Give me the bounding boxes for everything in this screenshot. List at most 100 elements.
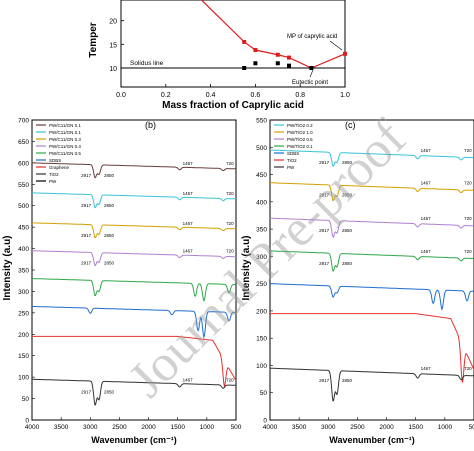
panel-c-peak-label: 2917 bbox=[319, 261, 330, 266]
panel-c-peak-label: 1467 bbox=[421, 148, 432, 153]
panel-a-liquidus-point bbox=[343, 51, 347, 56]
panel-a-liquidus-point bbox=[275, 52, 280, 57]
panel-a-eutectic-label: Eutectic point bbox=[292, 80, 328, 86]
panel-a-x-tick-label: 1.0 bbox=[340, 92, 350, 99]
panel-c-y-tick-label: 0 bbox=[263, 418, 267, 425]
panel-c-peak-label: 1467 bbox=[421, 216, 432, 221]
panel-c-y-tick-label: 200 bbox=[256, 308, 267, 315]
panel-b-x-tick-label: 500 bbox=[231, 424, 242, 431]
panel-a-y-tick-label: 20 bbox=[109, 19, 117, 26]
panel-b-x-ticks: 4000 3500 3000 2500 2000 1500 1000 500 bbox=[25, 417, 242, 431]
panel-a-mp-arrow bbox=[329, 40, 343, 51]
panel-b-y-ticks: 0 50 100 150 200 250 300 350 400 450 500 550 600 650 7… bbox=[18, 118, 35, 425]
panel-c-spectrum-line bbox=[270, 217, 474, 238]
panel-b-x-tick-label: 1000 bbox=[200, 424, 215, 431]
panel-b-y-tick-label: 650 bbox=[18, 139, 29, 146]
panel-b-ftir: Intensity (a.u) Wavenumber (cm⁻¹) 0 50 100… bbox=[2, 118, 242, 446]
panel-c-legend-label: SDBS bbox=[287, 151, 299, 156]
panel-c-legend-label: PW/TiO2 0.1 bbox=[287, 144, 313, 149]
panel-c-legend: PW/TiO2 0.2 PW/TiO2 1.0 PW/TiO2 0.5 PW/TiO2… bbox=[274, 123, 313, 170]
panel-c-peak-label: 720 bbox=[464, 366, 472, 371]
panel-c-x-tick-label: 2500 bbox=[350, 424, 365, 431]
panel-c-peak-label: 2850 bbox=[342, 261, 353, 266]
panel-b-legend: PW/C11/GN 0.1 PW/C11/GN 0.1 PW/C11/GN 0.3 P… bbox=[36, 123, 81, 184]
panel-a-x-tick-label: 0.8 bbox=[295, 92, 305, 99]
panel-a-liquidus-point bbox=[287, 55, 291, 60]
panel-c-y-tick-label: 350 bbox=[256, 227, 267, 234]
panel-b-y-tick-label: 550 bbox=[18, 182, 29, 189]
panel-c-legend-label: PW/TiO2 1.0 bbox=[287, 130, 313, 135]
panel-b-caption: (b) bbox=[145, 120, 156, 130]
panel-b-peak-label: 2850 bbox=[104, 173, 115, 178]
panel-c-y-tick-label: 250 bbox=[256, 281, 267, 288]
panel-c-peak-label: 1467 bbox=[421, 181, 432, 186]
panel-a-phase-diagram: Temper 10 15 20 0.0 0.2 0.4 0.6 0.8 1.0 Mass fr… bbox=[88, 0, 350, 111]
panel-c-spectrum-line bbox=[270, 250, 474, 272]
panel-c-y-tick-label: 100 bbox=[256, 363, 267, 370]
panel-c-spectrum-line bbox=[270, 367, 474, 402]
panel-c-peak-label: 2917 bbox=[319, 378, 330, 383]
panel-a-solidus-point bbox=[287, 63, 291, 68]
panel-b-series: 2917 2850 1467 720 2917 2850 1467 720 2917 2850 14… bbox=[32, 161, 237, 406]
panel-b-y-tick-label: 500 bbox=[18, 203, 29, 210]
panel-c-peak-label: 2850 bbox=[342, 228, 353, 233]
panel-c-peak-label: 2917 bbox=[319, 228, 330, 233]
panel-b-y-tick-label: 250 bbox=[18, 310, 29, 317]
panel-b-peak-label: 720 bbox=[226, 161, 234, 166]
panel-b-peak-label: 2917 bbox=[81, 389, 92, 394]
panel-b-x-tick-label: 3000 bbox=[83, 424, 98, 431]
panel-a-x-tick-label: 0.6 bbox=[251, 92, 261, 99]
panel-a-x-axis-title: Mass fraction of Caprylic acid bbox=[162, 100, 304, 111]
panel-b-y-tick-label: 450 bbox=[18, 225, 29, 232]
panel-c-series: 2917 2850 1467 720 2917 2850 1467 720 2917 2850 14… bbox=[269, 148, 474, 402]
panel-b-peak-label: 720 bbox=[226, 191, 234, 196]
panel-c-y-tick-label: 450 bbox=[256, 172, 267, 179]
panel-b-spectrum-line bbox=[32, 378, 236, 406]
panel-b-peak-label: 2850 bbox=[104, 233, 115, 238]
panel-c-x-axis-title: Wavenumber (cm⁻¹) bbox=[329, 435, 414, 445]
panel-b-legend-label: PW/C11/GN 0.1 bbox=[49, 123, 81, 128]
panel-c-legend-label: TiO2 bbox=[287, 158, 297, 163]
panel-b-peak-label: 720 bbox=[226, 377, 234, 382]
panel-c-legend-label: PW bbox=[287, 165, 295, 170]
panel-b-peak-label: 2850 bbox=[104, 203, 115, 208]
panel-a-x-ticks: 0.0 0.2 0.4 0.6 0.8 1.0 bbox=[116, 84, 350, 99]
panel-b-peak-label: 2917 bbox=[81, 261, 92, 266]
panel-b-peak-label: 720 bbox=[226, 221, 234, 226]
panel-c-y-tick-label: 500 bbox=[256, 145, 267, 152]
panel-b-peak-label: 2917 bbox=[81, 233, 92, 238]
panel-b-peak-label: 1467 bbox=[183, 191, 194, 196]
panel-a-y-axis-title: Temper bbox=[88, 22, 99, 57]
panel-b-legend-label: SDBS bbox=[49, 158, 61, 163]
panel-c-y-axis-title: Intensity (a.u) bbox=[241, 235, 252, 300]
panel-c-x-tick-label: 1000 bbox=[438, 424, 453, 431]
panel-a-y-ticks: 10 15 20 bbox=[109, 19, 124, 73]
panel-c-spectrum-line bbox=[269, 283, 474, 311]
panel-b-x-axis-title: Wavenumber (cm⁻¹) bbox=[91, 435, 176, 445]
panel-c-y-tick-label: 400 bbox=[256, 199, 267, 206]
panel-c-x-ticks: 4000 3500 3000 2500 2000 1500 1000 500 bbox=[263, 417, 474, 431]
panel-c-spectrum-line bbox=[270, 182, 474, 202]
panel-c-peak-label: 2917 bbox=[319, 193, 330, 198]
panel-c-peak-label: 720 bbox=[464, 249, 472, 254]
panel-a-eutectic-arrow bbox=[309, 69, 314, 78]
panel-c-plot-frame bbox=[269, 119, 474, 421]
panel-b-y-tick-label: 200 bbox=[18, 332, 29, 339]
panel-b-spectrum-line bbox=[32, 250, 236, 266]
panel-a-series bbox=[200, 0, 347, 70]
panel-c-y-tick-label: 150 bbox=[256, 336, 267, 343]
panel-c-legend-label: PW/TiO2 0.2 bbox=[287, 123, 313, 128]
panel-c-ftir: Intensity (a.u) Wavenumber (cm⁻¹) 0 50 100… bbox=[241, 118, 474, 445]
panel-b-legend-label: PW/C11/GN 0.1 bbox=[49, 130, 81, 135]
panel-b-y-tick-label: 400 bbox=[18, 246, 29, 253]
panel-a-x-tick-label: 0.0 bbox=[116, 92, 126, 99]
panel-b-x-tick-label: 3500 bbox=[54, 424, 69, 431]
panel-b-x-tick-label: 1500 bbox=[170, 424, 185, 431]
panel-a-y-tick-label: 15 bbox=[109, 42, 117, 49]
panel-a-solidus-point bbox=[242, 66, 247, 70]
panel-a-y-tick-label: 10 bbox=[109, 66, 117, 73]
panel-b-peak-label: 1467 bbox=[183, 377, 194, 382]
panel-c-peak-label: 720 bbox=[464, 148, 472, 153]
panel-b-spectrum-line bbox=[32, 162, 237, 179]
